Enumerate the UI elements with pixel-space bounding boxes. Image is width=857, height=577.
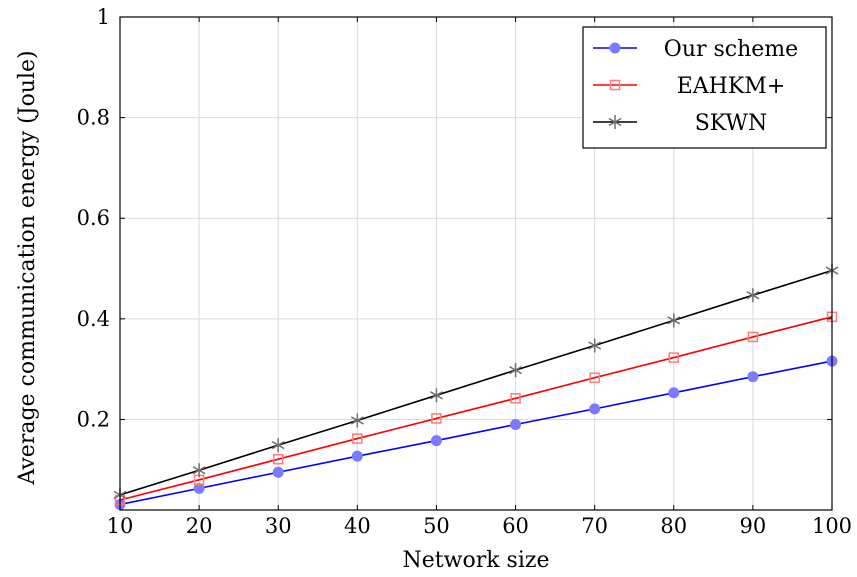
axis-ticks: 10 20 30 40 50 60 70 80 90 100 0.2 0.4 0.6 0.8 1 [77,5,852,538]
data-point [510,393,521,404]
series-line [119,269,833,496]
data-point [351,450,363,462]
x-axis-title: Network size [403,548,550,573]
legend-box [582,26,827,149]
x-tick-label: 70 [581,514,608,538]
data-point [350,413,364,428]
series-line [119,316,833,501]
x-tick-label: 30 [265,514,292,538]
legend-swatch-marker [609,79,621,91]
series-1 [114,311,838,506]
data-point [509,363,522,378]
y-tick-label: 0.6 [77,206,110,230]
data-point [272,453,284,465]
x-tick-label: 10 [107,514,134,538]
data-point [667,313,681,328]
y-tick-label: 1 [97,5,110,29]
plot-frame [119,16,833,511]
data-point [431,413,442,424]
y-tick-label: 0.8 [77,106,110,130]
legend-swatch-marker [608,115,622,129]
y-tick-label: 0.2 [77,407,110,431]
data-point [668,387,680,399]
legend-label: Our scheme [664,37,798,62]
legend-item: EAHKM+ [593,74,785,99]
x-tick-label: 60 [502,514,529,538]
data-point [272,466,284,478]
data-point [352,433,363,444]
data-point [588,338,602,353]
x-tick-label: 50 [423,514,450,538]
series-0 [114,355,838,510]
x-tick-label: 20 [186,514,213,538]
data-point [193,482,205,494]
series-layer [113,263,839,510]
data-point [747,371,759,383]
legend: Our scheme EAHKM+ SKWN [582,26,827,149]
data-point [589,372,600,383]
legend-item: Our scheme [593,37,798,62]
data-point [589,403,601,415]
data-point [192,463,206,478]
data-point [430,388,443,403]
data-point [747,331,759,343]
series-2 [113,263,839,502]
data-point [271,438,285,453]
legend-item: SKWN [593,111,767,136]
legend-swatch-marker [609,42,621,54]
y-tick-label: 0.4 [77,307,110,331]
series-line [119,360,833,506]
legend-label: SKWN [695,111,768,136]
data-point [430,435,442,447]
x-tick-label: 40 [344,514,371,538]
x-tick-label: 80 [660,514,687,538]
data-point [746,288,760,303]
data-point [510,418,522,430]
x-tick-label: 90 [740,514,767,538]
y-axis-title: Average communication energy (Joule) [15,50,40,485]
data-point [668,352,680,363]
x-tick-label: 100 [812,514,852,538]
legend-label: EAHKM+ [677,74,786,99]
